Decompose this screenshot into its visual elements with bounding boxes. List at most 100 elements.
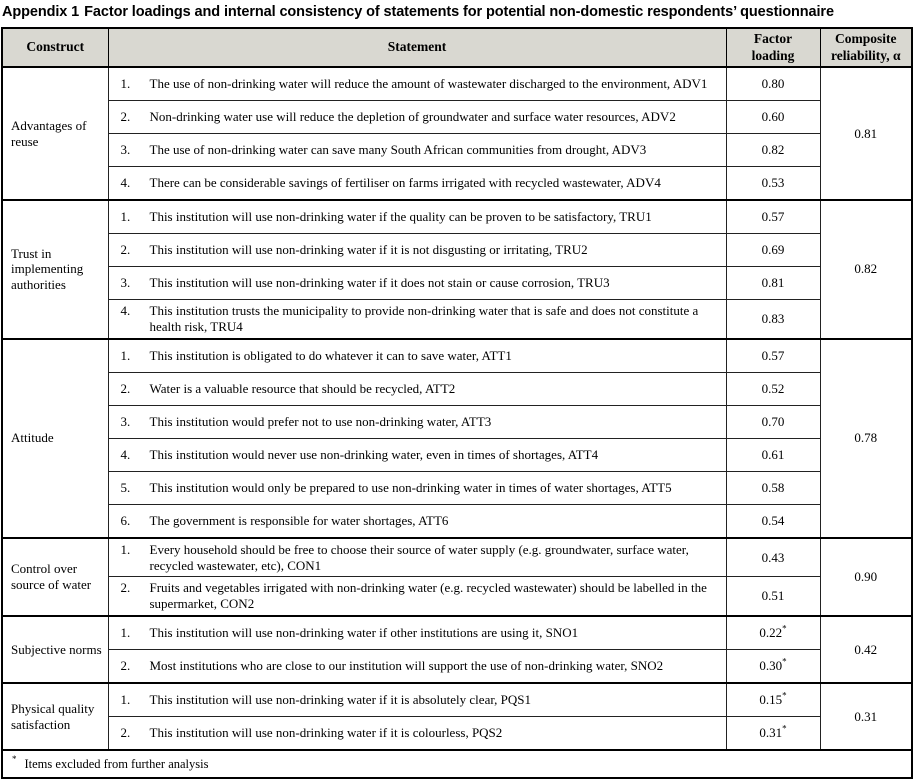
statement-cell: 2. This institution will use non-drinking… — [107, 233, 727, 267]
factor-loading-value: 0.15* — [725, 682, 821, 718]
statement: 2. This institution will use non-drinking… — [109, 242, 718, 258]
composite-reliability-value: 0.90 — [819, 536, 913, 617]
statement-text: Fruits and vegetables irrigated with non… — [149, 580, 707, 612]
statement-cell: 2. Fruits and vegetables irrigated with n… — [107, 576, 727, 617]
factor-loadings-table: Construct Statement Factor loading Compo… — [1, 27, 913, 779]
statement-row: Trust in implementing authorities 1. This … — [1, 199, 913, 340]
statement-number: 2. — [120, 242, 131, 258]
statement: 4. This institution would never use non-d… — [109, 447, 718, 463]
statement: 5. This institution would only be prepare… — [109, 480, 718, 496]
footnote-text: Items excluded from further analysis — [24, 756, 209, 771]
statement-number: 2. — [120, 109, 131, 125]
statement: 3. This institution will use non-drinking… — [109, 275, 718, 291]
title-text: Factor loadings and internal consistency… — [84, 4, 834, 20]
statement-row: Control over source of water 1. Every hous… — [1, 536, 913, 617]
statement-text: Water is a valuable resource that should… — [149, 380, 456, 396]
statement-cell: 1. This institution will use non-drinking… — [107, 682, 727, 718]
statement-text: This institution will use non-drinking w… — [149, 725, 503, 741]
statement-text: This institution would prefer not to use… — [149, 413, 492, 429]
statement-cell: 1. The use of non-drinking water will red… — [107, 66, 727, 101]
statement-row: 3. This institution would prefer not to u… — [2, 404, 912, 439]
statement-number: 4. — [120, 446, 131, 462]
construct-cell: Advantages of reuse — [1, 66, 109, 201]
factor-loading-value: 0.31* — [725, 716, 821, 751]
composite-reliability-value: 0.81 — [819, 66, 913, 201]
construct-cell: Control over source of water — [1, 536, 109, 617]
statement-row: 4. This institution would never use non-d… — [2, 437, 912, 472]
statement-row: 3. The use of non-drinking water can save… — [2, 133, 912, 167]
construct-cell: Attitude — [1, 337, 109, 539]
statement-row: 5. This institution would only be prepare… — [2, 470, 912, 505]
statement-row: Attitude 1. This institution is obligated … — [1, 337, 913, 539]
statement-cell: 2. This institution will use non-drinking… — [107, 716, 727, 751]
factor-loading-value: 0.69 — [725, 233, 821, 267]
statement-text: This institution will use non-drinking w… — [149, 275, 610, 291]
statement-number: 2. — [120, 658, 131, 674]
excluded-marker: * — [782, 623, 787, 634]
construct-cell: Trust in implementing authorities — [1, 199, 109, 340]
statement-row: 2. This institution will use non-drinking… — [2, 233, 912, 267]
statement-row: Physical quality satisfaction 1. This inst… — [1, 682, 913, 751]
construct-cell: Physical quality satisfaction — [1, 682, 109, 751]
statement-cell: 1. This institution will use non-drinking… — [107, 199, 727, 234]
factor-loading-value: 0.80 — [725, 66, 821, 101]
statement-cell: 1. This institution will use non-drinking… — [107, 615, 727, 651]
statement-cell: 4. This institution trusts the municipali… — [107, 298, 727, 340]
statement-cell: 3. This institution would prefer not to u… — [107, 404, 727, 439]
factor-loading-value: 0.30* — [725, 649, 821, 684]
composite-reliability-value: 0.82 — [819, 199, 913, 340]
statement-number: 3. — [120, 142, 131, 158]
statement: 2. Most institutions who are close to our… — [109, 658, 718, 674]
statement-cell: 1. Every household should be free to choo… — [107, 536, 727, 578]
statement-number: 3. — [120, 413, 131, 429]
statement-number: 5. — [120, 479, 131, 495]
statement-cell: 3. The use of non-drinking water can save… — [107, 133, 727, 167]
factor-loading-value: 0.22* — [725, 615, 821, 651]
statement-cell: 5. This institution would only be prepare… — [107, 470, 727, 505]
statement-text: There can be considerable savings of fer… — [149, 175, 661, 191]
excluded-marker: * — [782, 723, 787, 734]
factor-loading-value: 0.57 — [725, 337, 821, 373]
statement-number: 2. — [120, 380, 131, 396]
statement-number: 6. — [120, 512, 131, 528]
statement-text: The government is responsible for water … — [149, 512, 449, 528]
statement-number: 1. — [120, 76, 131, 92]
statement: 1. This institution will use non-drinking… — [109, 209, 718, 225]
factor-loading-value: 0.43 — [725, 536, 821, 578]
header-row: Construct Statement Factor loading Compo… — [1, 27, 913, 68]
construct-cell: Subjective norms — [1, 615, 109, 684]
composite-reliability-value: 0.78 — [819, 337, 913, 539]
statement-text: Every household should be free to choose… — [149, 541, 689, 573]
statement-text: This institution will use non-drinking w… — [149, 692, 532, 708]
statement-text: This institution will use non-drinking w… — [149, 625, 579, 641]
statement-text: This institution will use non-drinking w… — [149, 242, 588, 258]
statement-row: 2. Non-drinking water use will reduce the… — [2, 100, 912, 134]
statement-cell: 6. The government is responsible for wate… — [107, 503, 727, 539]
footnote-marker: * — [12, 754, 17, 765]
statement: 3. This institution would prefer not to u… — [109, 414, 718, 430]
statement: 1. This institution will use non-drinking… — [109, 625, 718, 641]
excluded-marker: * — [782, 656, 787, 667]
statement-text: This institution trusts the municipality… — [149, 303, 699, 334]
statement-row: 4. There can be considerable savings of f… — [2, 166, 912, 201]
statement: 2. This institution will use non-drinking… — [109, 725, 718, 741]
statement-number: 2. — [120, 580, 131, 596]
statement-text: This institution would only be prepared … — [149, 479, 672, 495]
title-prefix: Appendix 1 — [2, 4, 80, 20]
statement-cell: 4. There can be considerable savings of f… — [107, 166, 727, 201]
statement: 3. The use of non-drinking water can save… — [109, 142, 718, 158]
col-header-construct: Construct — [1, 27, 109, 68]
statement-number: 4. — [120, 303, 131, 318]
statement: 2. Water is a valuable resource that shou… — [109, 381, 718, 397]
statement: 4. This institution trusts the municipali… — [109, 303, 718, 335]
composite-reliability-value: 0.31 — [819, 682, 913, 751]
factor-loading-value: 0.58 — [725, 470, 821, 505]
factor-loading-value: 0.54 — [725, 503, 821, 539]
excluded-marker: * — [782, 690, 787, 701]
statement-cell: 4. This institution would never use non-d… — [107, 437, 727, 472]
statement-number: 4. — [120, 175, 131, 191]
factor-loading-value: 0.53 — [725, 166, 821, 201]
statement-number: 2. — [120, 725, 131, 741]
statement: 6. The government is responsible for wate… — [109, 513, 718, 529]
